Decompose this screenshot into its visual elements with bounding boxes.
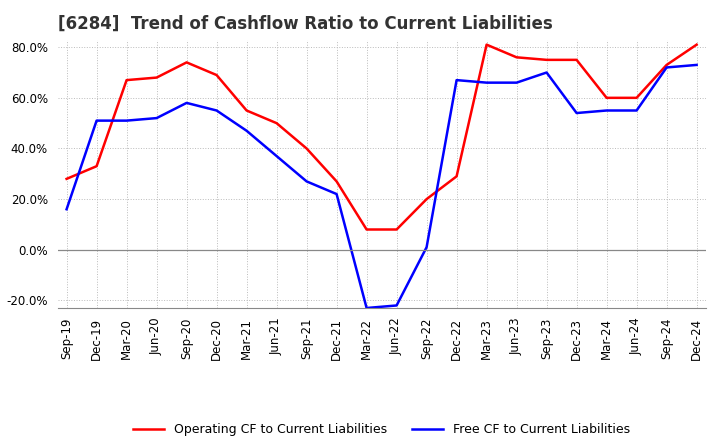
Free CF to Current Liabilities: [662, 65, 671, 70]
Operating CF to Current Liabilities: [693, 42, 701, 48]
Operating CF to Current Liabilities: [122, 77, 131, 83]
Free CF to Current Liabilities: [602, 108, 611, 113]
Operating CF to Current Liabilities: [272, 121, 281, 126]
Free CF to Current Liabilities: [242, 128, 251, 133]
Operating CF to Current Liabilities: [513, 55, 521, 60]
Free CF to Current Liabilities: [422, 245, 431, 250]
Free CF to Current Liabilities: [362, 305, 371, 311]
Operating CF to Current Liabilities: [662, 62, 671, 68]
Operating CF to Current Liabilities: [632, 95, 641, 100]
Operating CF to Current Liabilities: [392, 227, 401, 232]
Free CF to Current Liabilities: [693, 62, 701, 68]
Operating CF to Current Liabilities: [62, 176, 71, 182]
Free CF to Current Liabilities: [272, 154, 281, 159]
Operating CF to Current Liabilities: [602, 95, 611, 100]
Free CF to Current Liabilities: [302, 179, 311, 184]
Free CF to Current Liabilities: [513, 80, 521, 85]
Free CF to Current Liabilities: [392, 303, 401, 308]
Free CF to Current Liabilities: [542, 70, 551, 75]
Operating CF to Current Liabilities: [482, 42, 491, 48]
Free CF to Current Liabilities: [212, 108, 221, 113]
Operating CF to Current Liabilities: [212, 73, 221, 78]
Free CF to Current Liabilities: [333, 191, 341, 197]
Text: [6284]  Trend of Cashflow Ratio to Current Liabilities: [6284] Trend of Cashflow Ratio to Curren…: [58, 15, 552, 33]
Operating CF to Current Liabilities: [362, 227, 371, 232]
Operating CF to Current Liabilities: [153, 75, 161, 80]
Legend: Operating CF to Current Liabilities, Free CF to Current Liabilities: Operating CF to Current Liabilities, Fre…: [127, 418, 636, 440]
Operating CF to Current Liabilities: [572, 57, 581, 62]
Free CF to Current Liabilities: [482, 80, 491, 85]
Free CF to Current Liabilities: [632, 108, 641, 113]
Operating CF to Current Liabilities: [422, 197, 431, 202]
Operating CF to Current Liabilities: [302, 146, 311, 151]
Free CF to Current Liabilities: [62, 207, 71, 212]
Free CF to Current Liabilities: [153, 115, 161, 121]
Free CF to Current Liabilities: [572, 110, 581, 116]
Free CF to Current Liabilities: [122, 118, 131, 123]
Operating CF to Current Liabilities: [452, 174, 461, 179]
Operating CF to Current Liabilities: [333, 179, 341, 184]
Free CF to Current Liabilities: [92, 118, 101, 123]
Line: Free CF to Current Liabilities: Free CF to Current Liabilities: [66, 65, 697, 308]
Operating CF to Current Liabilities: [182, 60, 191, 65]
Free CF to Current Liabilities: [452, 77, 461, 83]
Operating CF to Current Liabilities: [92, 164, 101, 169]
Operating CF to Current Liabilities: [242, 108, 251, 113]
Free CF to Current Liabilities: [182, 100, 191, 106]
Operating CF to Current Liabilities: [542, 57, 551, 62]
Line: Operating CF to Current Liabilities: Operating CF to Current Liabilities: [66, 45, 697, 230]
